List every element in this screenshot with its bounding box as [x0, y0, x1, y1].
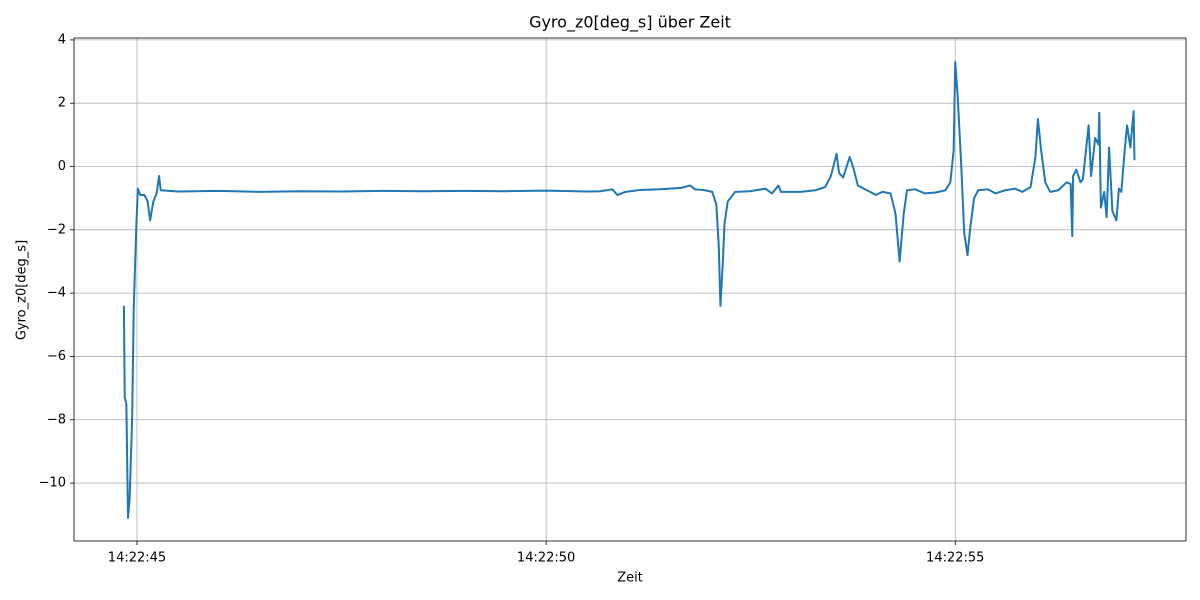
y-tick-label: 4: [58, 32, 66, 47]
data-line: [122, 61, 1136, 519]
x-tick-label: 14:22:45: [108, 551, 166, 566]
y-axis-label: Gyro_z0[deg_s]: [15, 240, 30, 340]
x-axis-label: Zeit: [617, 571, 643, 586]
y-tick-label: −2: [47, 222, 66, 237]
y-tick-label: −4: [47, 286, 66, 301]
y-tick-label: 2: [58, 96, 66, 111]
y-tick-label: 0: [58, 159, 66, 174]
y-tick-label: −8: [47, 412, 66, 427]
plot-frame: [73, 37, 1187, 542]
x-tick-label: 14:22:55: [926, 551, 984, 566]
y-tick-label: −10: [39, 476, 66, 491]
x-tick-label: 14:22:50: [517, 551, 575, 566]
y-tick-label: −6: [47, 349, 66, 364]
chart-title: Gyro_z0[deg_s] über Zeit: [529, 13, 731, 33]
